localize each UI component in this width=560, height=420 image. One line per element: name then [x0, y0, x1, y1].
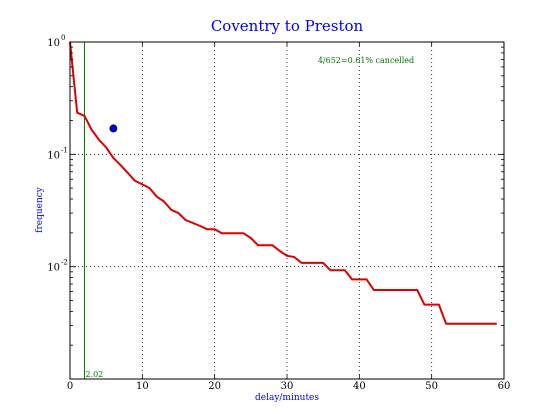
series-group	[69, 41, 497, 325]
x-axis-label: delay/minutes	[255, 393, 319, 403]
median-line-group: 2.02	[83, 42, 103, 379]
frequency-series-line	[69, 41, 497, 325]
x-tick-label: 30	[281, 381, 294, 392]
median-label: 2.02	[85, 370, 103, 379]
y-tick-label: 10	[47, 263, 60, 274]
y-tick-label: 10	[47, 150, 60, 161]
x-tick-label: 0	[67, 381, 73, 392]
x-tick-labels: 0 10 20 30 40 50 60	[67, 381, 511, 392]
x-tick-label: 60	[498, 381, 511, 392]
cancelled-annotation: 4/652=0.61% cancelled	[318, 56, 414, 65]
x-tick-label: 50	[425, 381, 438, 392]
y-axis-label: frequency	[35, 186, 45, 233]
axis-ticks	[69, 41, 505, 379]
x-tick-label: 40	[353, 381, 366, 392]
marker-group	[109, 124, 118, 133]
y-tick-exponent: -1	[61, 146, 68, 154]
grid-lines	[70, 42, 504, 379]
y-tick-exponent: 0	[61, 34, 65, 42]
y-tick-label: 10	[47, 38, 60, 49]
x-tick-label: 10	[136, 381, 149, 392]
x-tick-label: 20	[208, 381, 221, 392]
y-tick-exponent: -2	[61, 259, 68, 267]
chart-title: Coventry to Preston	[211, 17, 364, 35]
marker-point	[109, 124, 118, 133]
